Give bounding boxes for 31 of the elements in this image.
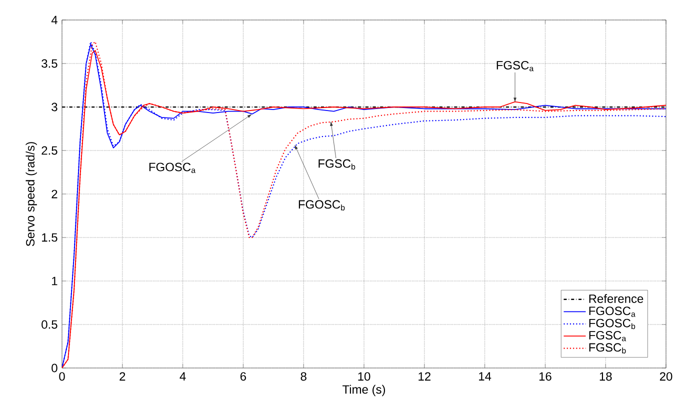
x-tick-label: 4 [180,372,186,380]
x-tick-label: 16 [539,372,552,381]
y-tick-label: 4 [51,16,58,24]
annotation: FGSC$_{b}$ [318,159,356,170]
x-tick-label: 6 [240,372,246,381]
y-tick-label: 3 [52,102,58,112]
x-tick-label: 2 [120,372,126,381]
x-tick-label: 14 [479,372,492,380]
legend-label: FGSC$_{b}$ [589,343,626,354]
y-tick-label: 2.5 [42,146,58,155]
x-tick-label: 10 [358,372,370,381]
x-tick-label: 12 [418,372,430,381]
annotation: FGOSC$_{b}$ [298,200,345,210]
x-axis-title: Time (s) [342,384,386,396]
legend-label: Reference [589,294,644,303]
y-tick-label: 3.5 [42,59,58,68]
annotation: FGOSC$_{a}$ [149,162,196,174]
y-tick-label: 0 [52,364,58,372]
x-tick-label: 8 [300,372,306,381]
y-tick-label: 1.5 [42,233,58,242]
x-tick-label: 18 [600,372,612,381]
y-tick-label: 1 [52,276,58,286]
y-axis-title: Servo speed (rad/s) [26,142,37,246]
legend-label: FGOSC$_{a}$ [589,306,636,317]
x-tick-label: 20 [660,372,672,381]
x-tick-label: 0 [59,372,65,381]
y-tick-label: 2 [52,190,58,198]
legend-label: FGSC$_{a}$ [589,331,626,342]
y-tick-label: 0.5 [42,320,58,329]
legend-label: FGOSC$_{b}$ [589,318,636,330]
annotation: FGSC$_{a}$ [496,60,534,72]
